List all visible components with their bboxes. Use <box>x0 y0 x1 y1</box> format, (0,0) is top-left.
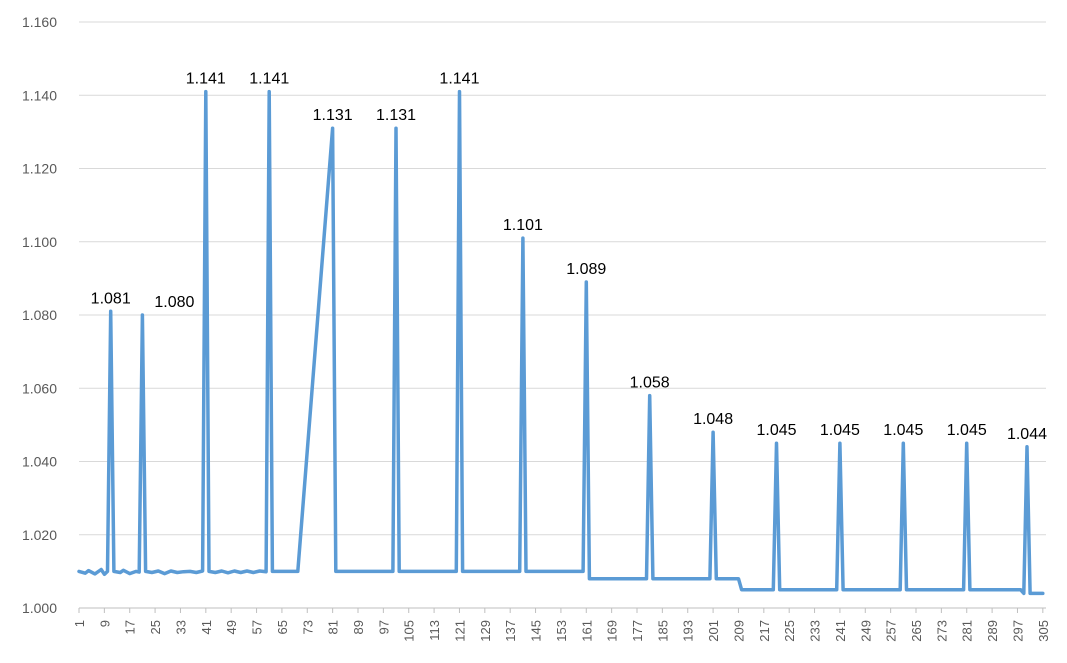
x-tick-label: 249 <box>858 620 873 642</box>
x-tick-label: 145 <box>529 620 544 642</box>
x-tick-label: 217 <box>757 620 772 642</box>
data-label: 1.044 <box>1007 426 1047 443</box>
data-label: 1.089 <box>566 261 606 278</box>
y-tick-label: 1.060 <box>22 380 57 396</box>
x-tick-labels: 1 9 17 25 33 41 49 57 65 73 81 89 97 105 113 121 129 137 1… <box>72 620 1051 642</box>
data-label: 1.058 <box>630 375 670 392</box>
data-label: 1.141 <box>439 71 479 88</box>
x-tick-label: 97 <box>376 620 391 634</box>
data-label: 1.045 <box>820 422 860 439</box>
x-tick-label: 153 <box>554 620 569 642</box>
y-tick-label: 1.080 <box>22 307 57 323</box>
series-line-0 <box>77 89 1045 596</box>
x-tick-label: 17 <box>123 620 138 634</box>
x-tick-label: 33 <box>173 620 188 634</box>
x-tick-label: 185 <box>655 620 670 642</box>
x-tick-label: 241 <box>833 620 848 642</box>
data-label: 1.131 <box>313 107 353 124</box>
y-tick-label: 1.120 <box>22 161 57 177</box>
x-tick-label: 225 <box>782 620 797 642</box>
x-tick-label: 305 <box>1036 620 1051 642</box>
data-label: 1.141 <box>249 71 289 88</box>
x-tick-label: 113 <box>427 620 442 641</box>
x-tick-label: 49 <box>224 620 239 634</box>
x-tick-label: 193 <box>681 620 696 642</box>
data-label: 1.045 <box>883 422 923 439</box>
x-tick-label: 129 <box>478 620 493 642</box>
data-label: 1.101 <box>503 217 543 234</box>
data-label: 1.048 <box>693 411 733 428</box>
x-tick-label: 273 <box>934 620 949 642</box>
x-tick-label: 169 <box>605 620 620 642</box>
data-label: 1.045 <box>947 422 987 439</box>
data-label: 1.131 <box>376 107 416 124</box>
y-tick-label: 1.140 <box>22 87 57 103</box>
x-tick-label: 281 <box>960 620 975 642</box>
x-tick-label: 233 <box>808 620 823 642</box>
data-label: 1.080 <box>154 294 194 311</box>
x-tick-label: 89 <box>351 620 366 634</box>
x-tick-label: 65 <box>275 620 290 634</box>
data-label: 1.081 <box>91 290 131 307</box>
y-tick-label: 1.100 <box>22 234 57 250</box>
x-tick-label: 201 <box>706 620 721 642</box>
y-tick-labels: 1.000 1.020 1.040 1.060 1.080 1.100 1.120 1.140… <box>22 14 57 616</box>
data-labels: 1.081 1.080 1.141 1.141 1.131 1.131 1.141 1.101… <box>91 71 1047 443</box>
y-tick-label: 1.020 <box>22 527 57 543</box>
x-tick-label: 1 <box>72 620 87 627</box>
x-tick-label: 289 <box>985 620 1000 642</box>
x-tick-label: 297 <box>1010 620 1025 642</box>
series-layer <box>77 89 1045 596</box>
gridlines <box>79 21 1046 536</box>
x-tick-label: 41 <box>199 620 214 634</box>
x-tick-label: 73 <box>300 620 315 634</box>
x-tick-label: 105 <box>402 620 417 642</box>
x-tick-label: 25 <box>148 620 163 634</box>
axes <box>78 607 1046 613</box>
data-label: 1.141 <box>186 71 226 88</box>
x-tick-label: 121 <box>452 620 467 642</box>
x-tick-label: 57 <box>250 620 265 634</box>
data-label: 1.045 <box>756 422 796 439</box>
x-tick-label: 161 <box>579 620 594 642</box>
y-tick-label: 1.040 <box>22 454 57 470</box>
x-tick-label: 81 <box>326 620 341 634</box>
y-tick-label: 1.000 <box>22 600 57 616</box>
y-tick-label: 1.160 <box>22 14 57 30</box>
x-tick-label: 265 <box>909 620 924 642</box>
x-tick-label: 9 <box>97 620 112 627</box>
x-tick-label: 257 <box>884 620 899 642</box>
x-tick-label: 177 <box>630 620 645 642</box>
x-tick-label: 209 <box>731 620 746 642</box>
x-tick-label: 137 <box>503 620 518 642</box>
